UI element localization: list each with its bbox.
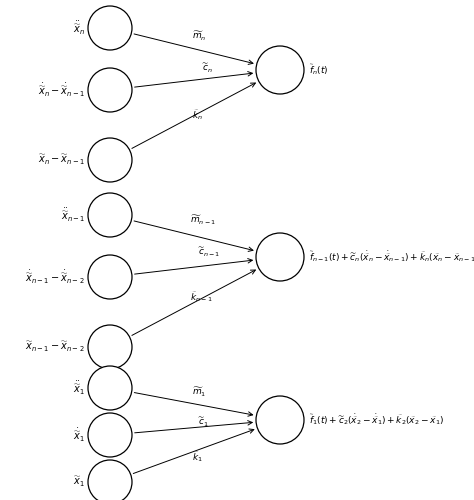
Circle shape bbox=[88, 366, 132, 410]
Text: $\widetilde{k}_{n-1}$: $\widetilde{k}_{n-1}$ bbox=[190, 290, 212, 304]
Text: $\widetilde{m}_n$: $\widetilde{m}_n$ bbox=[192, 30, 207, 43]
Text: $\dot{\widetilde{x}}_{n-1}-\dot{\widetilde{x}}_{n-2}$: $\dot{\widetilde{x}}_{n-1}-\dot{\widetil… bbox=[26, 268, 85, 285]
Text: $\widetilde{k}_n$: $\widetilde{k}_n$ bbox=[192, 108, 203, 122]
Circle shape bbox=[256, 396, 304, 444]
Text: $\widetilde{k}_1$: $\widetilde{k}_1$ bbox=[192, 450, 203, 464]
Text: $\widetilde{f}_1(t)+\widetilde{c}_2(\dot{\widetilde{x}}_2-\dot{\widetilde{x}}_1): $\widetilde{f}_1(t)+\widetilde{c}_2(\dot… bbox=[309, 412, 444, 428]
Text: $\dot{\widetilde{x}}_n-\dot{\widetilde{x}}_{n-1}$: $\dot{\widetilde{x}}_n-\dot{\widetilde{x… bbox=[38, 82, 85, 98]
Text: $\widetilde{x}_{n-1}-\widetilde{x}_{n-2}$: $\widetilde{x}_{n-1}-\widetilde{x}_{n-2}… bbox=[26, 340, 85, 354]
Text: $\widetilde{c}_n$: $\widetilde{c}_n$ bbox=[202, 62, 213, 74]
Circle shape bbox=[88, 68, 132, 112]
Circle shape bbox=[88, 6, 132, 50]
Text: $\vdots$: $\vdots$ bbox=[104, 198, 116, 218]
Circle shape bbox=[256, 233, 304, 281]
Circle shape bbox=[88, 138, 132, 182]
Text: $\widetilde{f}_n(t)$: $\widetilde{f}_n(t)$ bbox=[309, 62, 328, 78]
Text: $\widetilde{c}_1$: $\widetilde{c}_1$ bbox=[198, 416, 209, 428]
Text: $\widetilde{m}_1$: $\widetilde{m}_1$ bbox=[192, 386, 206, 398]
Text: $\ddot{\widetilde{x}}_1$: $\ddot{\widetilde{x}}_1$ bbox=[73, 380, 85, 396]
Text: $\widetilde{m}_{n-1}$: $\widetilde{m}_{n-1}$ bbox=[190, 214, 216, 226]
Text: $\widetilde{c}_{n-1}$: $\widetilde{c}_{n-1}$ bbox=[198, 246, 220, 258]
Circle shape bbox=[88, 460, 132, 500]
Circle shape bbox=[88, 255, 132, 299]
Text: $\widetilde{x}_n-\widetilde{x}_{n-1}$: $\widetilde{x}_n-\widetilde{x}_{n-1}$ bbox=[38, 153, 85, 167]
Circle shape bbox=[256, 46, 304, 94]
Circle shape bbox=[88, 413, 132, 457]
Circle shape bbox=[88, 193, 132, 237]
Text: $\vdots$: $\vdots$ bbox=[104, 388, 116, 406]
Text: $\widetilde{f}_{n-1}(t)+\widetilde{c}_n(\dot{\widetilde{x}}_n-\dot{\widetilde{x}: $\widetilde{f}_{n-1}(t)+\widetilde{c}_n(… bbox=[309, 250, 474, 264]
Text: $\ddot{\widetilde{x}}_n$: $\ddot{\widetilde{x}}_n$ bbox=[73, 20, 85, 36]
Text: $\dot{\widetilde{x}}_1$: $\dot{\widetilde{x}}_1$ bbox=[73, 426, 85, 444]
Text: $\ddot{\widetilde{x}}_{n-1}$: $\ddot{\widetilde{x}}_{n-1}$ bbox=[61, 206, 85, 224]
Text: $\widetilde{x}_1$: $\widetilde{x}_1$ bbox=[73, 475, 85, 489]
Circle shape bbox=[88, 325, 132, 369]
